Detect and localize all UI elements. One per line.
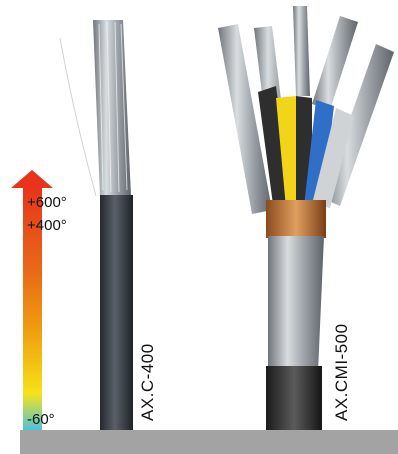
ground-bar [20, 430, 398, 454]
copper-band [266, 200, 326, 238]
cable-sheath [100, 195, 133, 435]
wire-grey [312, 108, 354, 208]
wire-strand [218, 24, 272, 214]
product-label-ax-cmi-500: AX.CMI-500 [332, 323, 351, 421]
cable-sheath [266, 366, 322, 436]
braid-strands [93, 20, 131, 196]
cable-ax-c-400 [59, 20, 133, 435]
temperature-label-600: +600° [27, 194, 67, 211]
temperature-scale [11, 170, 53, 430]
arrow-up-icon [11, 170, 53, 188]
temperature-label-400: +400° [27, 217, 67, 234]
wire-blue [304, 100, 334, 208]
cable-ax-cmi-500 [218, 6, 394, 436]
stray-wire [59, 37, 97, 197]
temperature-gradient-bar [23, 187, 42, 430]
temperature-label-minus-60: -60° [27, 411, 55, 428]
wire-strand [312, 16, 358, 110]
wire-strand [293, 6, 310, 96]
foil-wrap [268, 236, 324, 372]
product-label-ax-c-400: AX.C-400 [138, 343, 157, 421]
